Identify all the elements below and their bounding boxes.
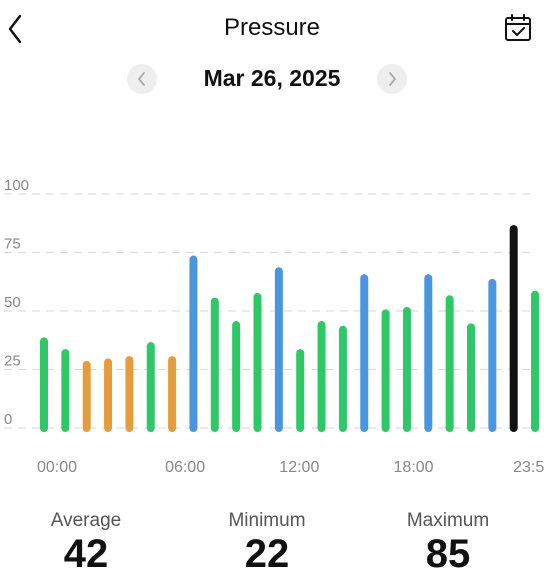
chevron-left-icon xyxy=(138,72,145,86)
next-day-button[interactable] xyxy=(377,64,407,94)
x-tick-label: 23:59 xyxy=(513,459,544,476)
previous-day-button[interactable] xyxy=(127,64,157,94)
chevron-right-icon xyxy=(389,72,396,86)
date-navigator: Mar 26, 2025 xyxy=(0,60,544,100)
stat-maximum: Maximum 85 xyxy=(358,510,538,576)
x-tick-label: 18:00 xyxy=(394,459,434,476)
y-tick-label: 50 xyxy=(4,294,21,311)
stat-minimum: Minimum 22 xyxy=(177,510,357,576)
y-tick-label: 75 xyxy=(4,236,21,253)
date-label: Mar 26, 2025 xyxy=(203,65,341,91)
x-tick-label: 00:00 xyxy=(37,459,77,476)
stat-average-value: 42 xyxy=(63,532,109,576)
header: Pressure xyxy=(0,0,544,60)
x-tick-label: 12:00 xyxy=(279,459,319,476)
y-tick-label: 25 xyxy=(4,353,21,370)
stat-minimum-value: 22 xyxy=(244,532,290,576)
chevron-left-icon xyxy=(8,14,22,44)
calendar-check-icon xyxy=(505,14,531,41)
x-tick-label: 06:00 xyxy=(165,459,205,476)
stat-maximum-value: 85 xyxy=(425,532,471,576)
page-title: Pressure xyxy=(223,14,321,41)
calendar-button[interactable] xyxy=(504,13,532,43)
stat-average: Average 42 xyxy=(0,510,176,576)
stats-summary: Average 42 Minimum 22 Maximum 85 xyxy=(0,510,544,586)
back-button[interactable] xyxy=(4,12,32,46)
stat-minimum-label: Minimum xyxy=(228,510,306,531)
y-tick-label: 0 xyxy=(4,411,12,428)
pressure-bar-chart: 0 25 50 75 100 00:00 06:00 12:00 18:00 23:59 xyxy=(4,177,544,476)
stat-average-label: Average xyxy=(50,510,122,531)
stat-maximum-label: Maximum xyxy=(406,510,490,531)
y-tick-label: 100 xyxy=(4,177,29,194)
